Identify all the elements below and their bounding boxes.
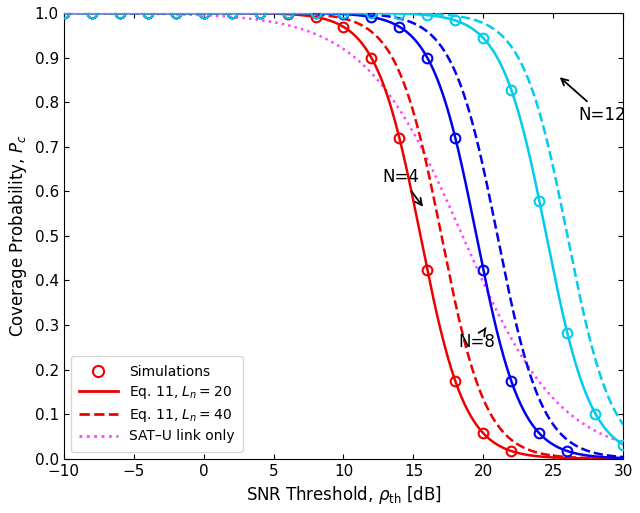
Y-axis label: Coverage Probability, $P_c$: Coverage Probability, $P_c$: [7, 134, 29, 337]
Text: N=12: N=12: [561, 78, 626, 124]
Text: N=4: N=4: [383, 168, 422, 205]
Legend: Simulations, Eq. 11, $L_n = 20$, Eq. 11, $L_n = 40$, SAT–U link only: Simulations, Eq. 11, $L_n = 20$, Eq. 11,…: [70, 357, 243, 451]
Text: N=8: N=8: [458, 328, 495, 351]
X-axis label: SNR Threshold, $\rho_{\mathrm{th}}$ [dB]: SNR Threshold, $\rho_{\mathrm{th}}$ [dB]: [246, 484, 442, 506]
